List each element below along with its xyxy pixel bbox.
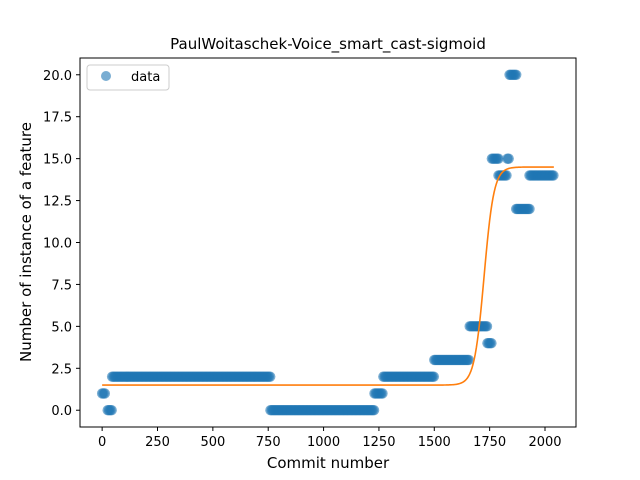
fit-line-group bbox=[102, 166, 554, 386]
y-axis: 0.0 2.5 5.0 7.5 10.0 12.5 15.0 17.5 20.0 bbox=[43, 69, 80, 419]
data-point bbox=[377, 388, 388, 399]
data-point bbox=[524, 203, 535, 215]
data-point bbox=[493, 153, 504, 164]
x-tick-label: 750 bbox=[256, 435, 281, 450]
y-tick-label: 7.5 bbox=[51, 278, 72, 293]
data-point bbox=[428, 371, 440, 382]
y-tick-label: 2.5 bbox=[51, 362, 72, 377]
data-point bbox=[548, 170, 559, 181]
x-tick-label: 0 bbox=[98, 435, 106, 450]
x-tick-label: 250 bbox=[145, 435, 170, 450]
y-axis-label: Number of instance of a feature bbox=[17, 122, 35, 362]
legend-label-data: data bbox=[131, 70, 160, 85]
data-marks bbox=[96, 69, 559, 416]
legend-marker-data bbox=[101, 71, 111, 81]
x-tick-label: 1750 bbox=[473, 435, 506, 450]
data-point bbox=[486, 337, 497, 349]
data-point bbox=[368, 405, 380, 416]
x-axis: 0 250 500 750 1000 1250 1500 1750 2000 bbox=[98, 427, 562, 450]
data-point bbox=[481, 321, 493, 332]
y-tick-label: 12.5 bbox=[43, 195, 72, 210]
data-point bbox=[106, 405, 117, 416]
x-tick-label: 2000 bbox=[528, 435, 561, 450]
sigmoid-fit-line bbox=[102, 166, 554, 386]
y-tick-label: 20.0 bbox=[43, 69, 72, 84]
x-tick-label: 1000 bbox=[307, 435, 340, 450]
data-point bbox=[265, 371, 276, 382]
y-tick-label: 5.0 bbox=[51, 320, 72, 335]
legend: data bbox=[86, 64, 170, 91]
chart-title: PaulWoitaschek-Voice_smart_cast-sigmoid bbox=[170, 35, 486, 54]
y-tick-label: 10.0 bbox=[43, 237, 72, 252]
x-tick-label: 1250 bbox=[362, 435, 395, 450]
x-tick-label: 1500 bbox=[418, 435, 451, 450]
y-tick-label: 17.5 bbox=[43, 111, 72, 126]
data-point bbox=[511, 69, 522, 80]
y-tick-label: 15.0 bbox=[43, 153, 72, 168]
y-tick-label: 0.0 bbox=[51, 404, 72, 419]
x-tick-label: 500 bbox=[200, 435, 225, 450]
data-point bbox=[501, 170, 512, 181]
x-axis-label: Commit number bbox=[267, 454, 390, 472]
data-point bbox=[503, 153, 514, 164]
data-point bbox=[463, 354, 475, 366]
data-point bbox=[99, 388, 111, 399]
